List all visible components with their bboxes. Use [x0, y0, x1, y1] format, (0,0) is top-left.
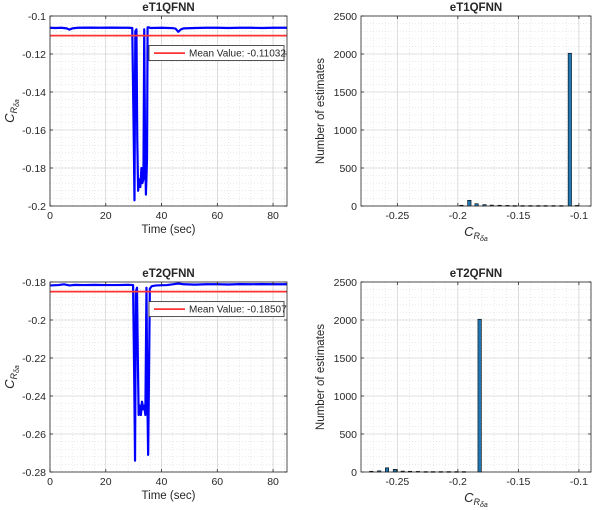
y-tick-label: 1500	[334, 353, 358, 365]
chart-title: eT1QFNN	[142, 2, 194, 14]
plot-area	[361, 16, 591, 206]
y-tick-label: -0.2	[28, 201, 46, 213]
x-axis-label: Time (sec)	[142, 490, 196, 502]
plot-et2-time-series: Mean Value: -0.18507 0 20 40 60 80 -0.28 -0.26 -…	[2, 268, 288, 502]
y-axis-label: CRδa	[2, 365, 21, 389]
axes-frame	[360, 15, 592, 207]
x-tick-label: -0.1	[570, 476, 588, 488]
y-tick-label: 1500	[334, 87, 358, 99]
plot-area	[50, 16, 287, 206]
y-tick-label: 2000	[334, 315, 358, 327]
x-tick-label: 60	[211, 210, 223, 222]
x-tick-label: 0	[47, 476, 53, 488]
x-tick-label: -0.25	[385, 210, 409, 222]
y-tick-label: 1000	[334, 391, 358, 403]
x-tick-label: 0	[47, 210, 53, 222]
y-axis-label: Number of estimates	[315, 58, 327, 164]
y-tick-label: 0	[351, 201, 357, 213]
x-axis-label: CRδa	[464, 224, 488, 243]
legend: Mean Value: -0.18507	[148, 301, 287, 318]
x-tick-label: 40	[156, 210, 168, 222]
x-axis-label: CRδa	[464, 490, 488, 509]
plot-et1-time-series: Mean Value: -0.11032 0 20 40 60 80 -0.2 -0.18 -0…	[2, 2, 288, 236]
chart-title: eT2QFNN	[450, 268, 502, 280]
histogram-bar	[385, 467, 390, 473]
plot-et2-histogram: -0.25 -0.2 -0.15 -0.1 0 500 1000 1500 2000 2500 eT…	[315, 268, 592, 509]
plot-et1-histogram: -0.25 -0.2 -0.15 -0.1 0 500 1000 1500 2000 2500 eT…	[315, 2, 592, 243]
y-tick-label: -0.2	[28, 315, 46, 327]
y-tick-label: -0.26	[22, 429, 46, 441]
y-tick-label: -0.16	[22, 125, 46, 137]
y-tick-label: -0.18	[22, 277, 46, 289]
x-tick-label: -0.1	[570, 210, 588, 222]
y-tick-label: 0	[351, 467, 357, 479]
x-tick-label: 80	[267, 210, 279, 222]
y-tick-label: 500	[339, 429, 357, 441]
x-tick-label: 20	[100, 476, 112, 488]
y-tick-label: 2500	[334, 11, 358, 23]
plot-area	[361, 282, 591, 472]
series-line	[49, 26, 287, 202]
legend-box	[148, 45, 285, 62]
y-axis-label: Number of estimates	[315, 324, 327, 430]
y-tick-label: -0.24	[22, 391, 46, 403]
legend-label: Mean Value: -0.18507	[189, 305, 287, 316]
y-tick-label: -0.14	[22, 87, 46, 99]
x-tick-label: 20	[100, 210, 112, 222]
legend-box	[148, 301, 285, 318]
y-tick-label: -0.1	[28, 11, 46, 23]
y-tick-label: -0.28	[22, 467, 46, 479]
axes-frame	[49, 15, 288, 207]
legend: Mean Value: -0.11032	[148, 45, 286, 62]
x-tick-label: 80	[267, 476, 279, 488]
x-tick-label: 40	[156, 476, 168, 488]
grid	[360, 281, 592, 473]
y-tick-label: -0.18	[22, 163, 46, 175]
axes-frame	[49, 281, 288, 473]
x-tick-label: -0.2	[449, 476, 467, 488]
y-tick-label: -0.12	[22, 49, 46, 61]
histogram-bar	[467, 200, 472, 207]
x-tick-label: -0.25	[385, 476, 409, 488]
x-tick-label: -0.15	[506, 476, 530, 488]
chart-title: eT2QFNN	[142, 268, 194, 280]
y-tick-label: 2000	[334, 49, 358, 61]
legend-label: Mean Value: -0.11032	[189, 49, 286, 60]
y-tick-label: -0.22	[22, 353, 46, 365]
chart-title: eT1QFNN	[450, 2, 502, 14]
histogram-bar	[567, 52, 572, 207]
x-tick-label: 60	[211, 476, 223, 488]
series-line	[49, 282, 287, 462]
x-axis-label: Time (sec)	[142, 224, 196, 236]
y-tick-label: 1000	[334, 125, 358, 137]
y-tick-label: 500	[339, 163, 357, 175]
x-tick-label: -0.2	[449, 210, 467, 222]
histogram-bar	[477, 318, 482, 473]
y-axis-label: CRδa	[2, 99, 21, 123]
y-tick-label: 2500	[334, 277, 358, 289]
axes-frame	[360, 281, 592, 473]
x-tick-label: -0.15	[506, 210, 530, 222]
